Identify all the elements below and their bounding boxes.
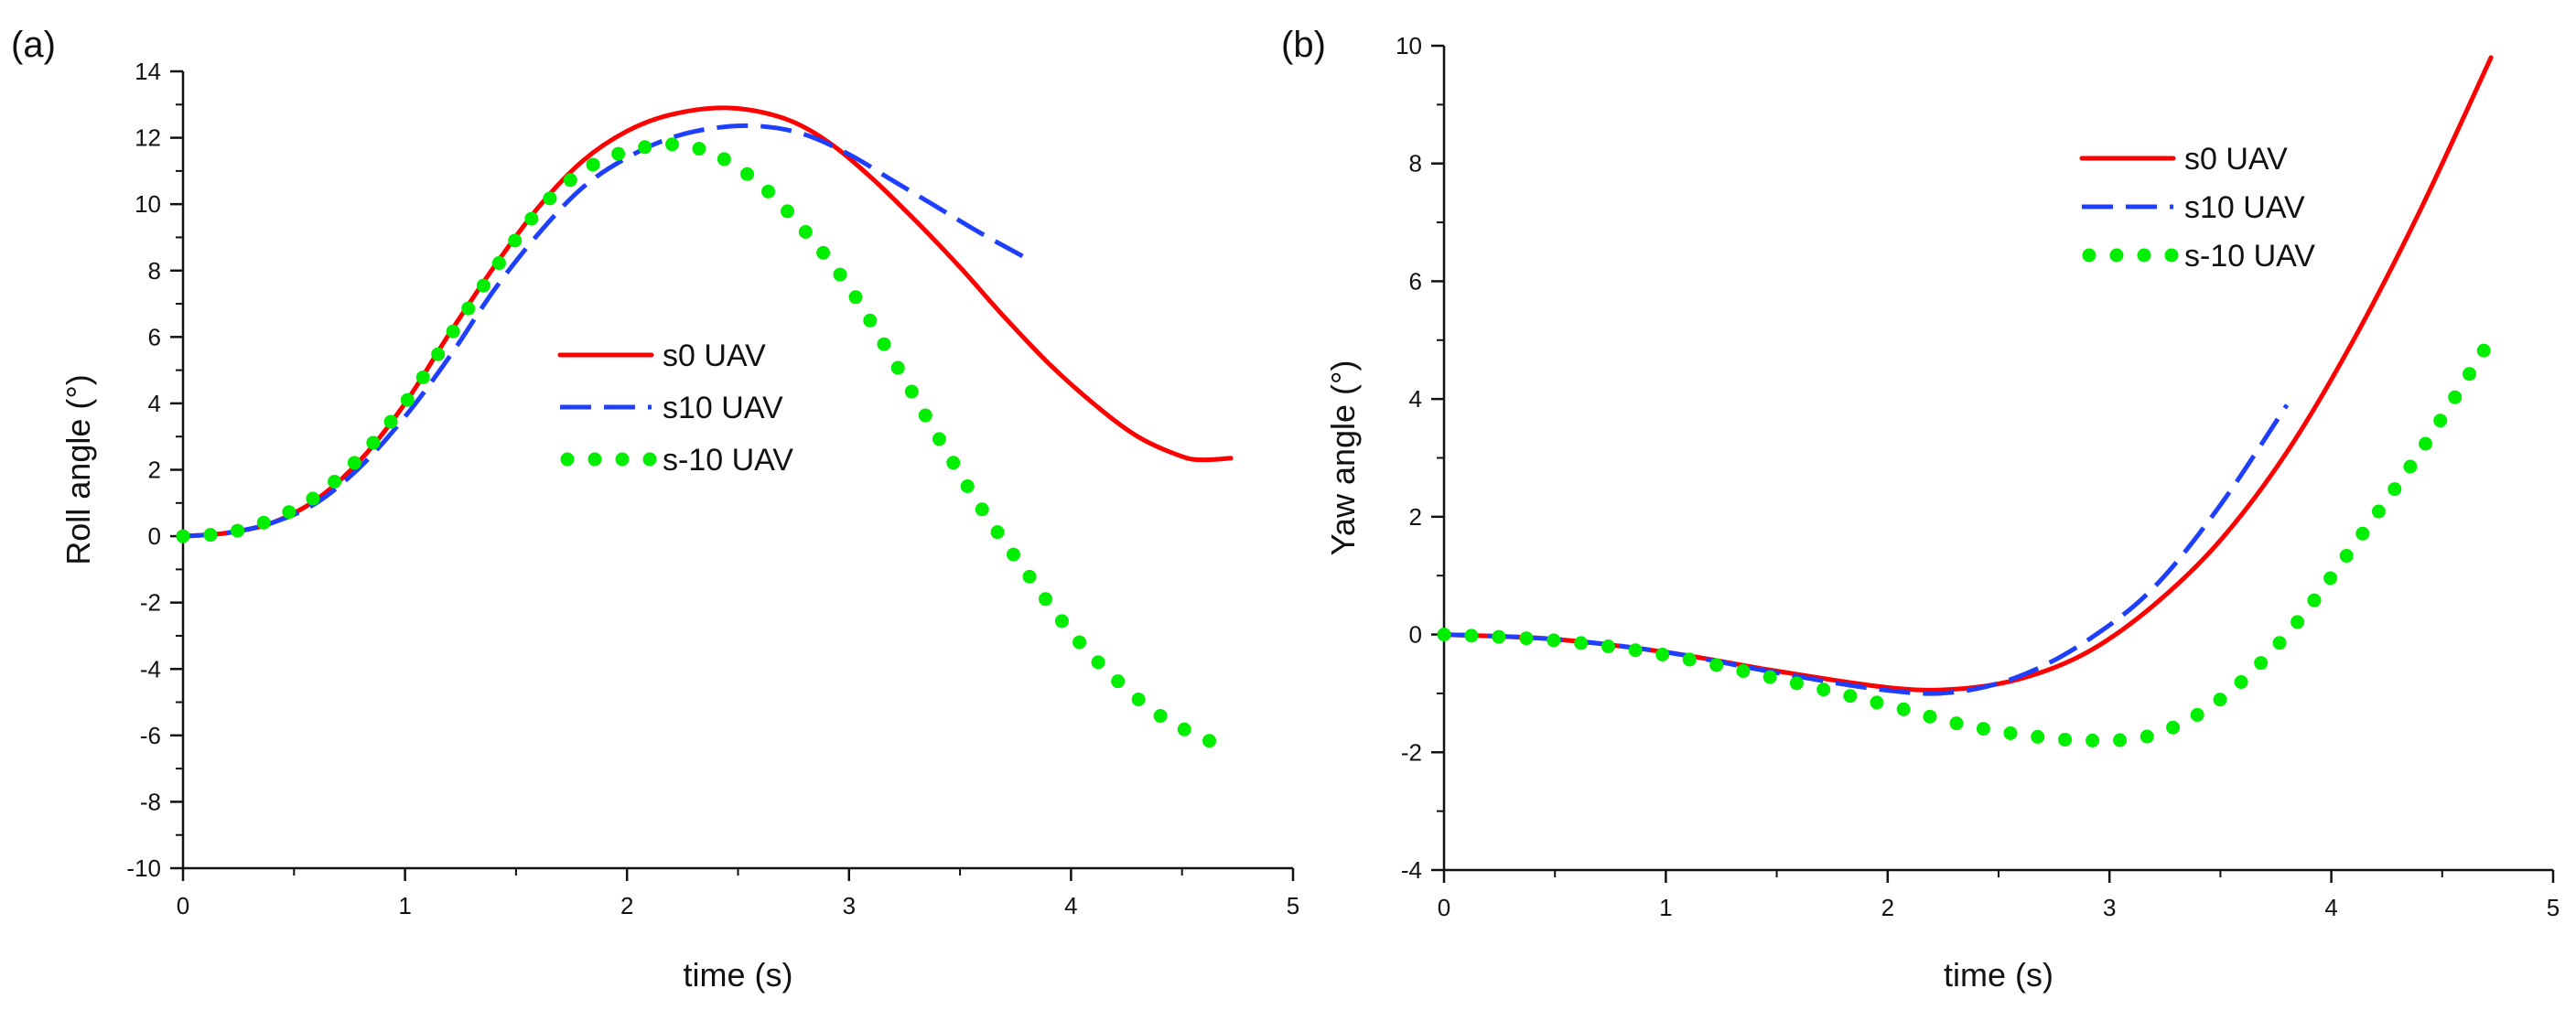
series-line-1: [1443, 403, 2290, 696]
y-tick-label: 0: [148, 522, 161, 550]
x-tick-label: 3: [2103, 894, 2116, 921]
legend-label: s10 UAV: [663, 391, 783, 425]
panel-b-yaw-chart: (b) 0 1 2 3 4 5 -4 -2 0 2 4 6 8 10 time (s) Yaw angle (°…: [1281, 25, 2560, 994]
legend-label: s0 UAV: [663, 338, 766, 373]
series-line-2: [176, 137, 1234, 753]
y-tick-label: 12: [135, 124, 161, 152]
y-tick-label: 8: [1409, 150, 1422, 177]
y-tick-label: -10: [126, 854, 161, 882]
y-tick-label: 2: [148, 457, 161, 484]
x-tick-label: 5: [2547, 894, 2560, 921]
x-tick-label: 4: [2324, 894, 2337, 921]
y-tick-label: 0: [1409, 621, 1422, 649]
y-tick-label: 6: [148, 323, 161, 350]
series-line-0: [1441, 55, 2494, 693]
x-tick-label: 1: [1659, 894, 1672, 921]
x-tick-label: 2: [620, 892, 633, 919]
y-tick-label: -4: [1401, 856, 1422, 884]
y-tick-label: -2: [140, 589, 161, 617]
y-tick-label: 4: [148, 390, 161, 417]
x-tick-label: 2: [1881, 894, 1894, 921]
y-tick-label: -8: [140, 788, 161, 815]
y-axis-title: Yaw angle (°): [1324, 360, 1362, 556]
panel-label: (b): [1281, 25, 1326, 65]
legend-label: s0 UAV: [2184, 142, 2288, 177]
y-tick-label: 2: [1409, 503, 1422, 531]
series-line-1: [182, 123, 1032, 539]
x-tick-label: 0: [1438, 894, 1450, 921]
y-tick-label: 10: [135, 190, 161, 218]
y-tick-label: -2: [1401, 738, 1422, 766]
x-axis-title: time (s): [684, 956, 793, 994]
legend-label: s-10 UAV: [2184, 239, 2315, 274]
y-tick-label: 14: [135, 58, 161, 85]
y-tick-label: 6: [1409, 267, 1422, 295]
legend-label: s-10 UAV: [663, 443, 793, 478]
x-tick-label: 5: [1287, 892, 1299, 919]
y-tick-label: 4: [1409, 385, 1422, 413]
y-tick-label: 10: [1396, 32, 1422, 59]
y-tick-label: -4: [140, 655, 161, 682]
series-line-0: [180, 105, 1234, 539]
x-tick-label: 4: [1064, 892, 1077, 919]
y-tick-label: -6: [140, 722, 161, 749]
x-tick-label: 0: [177, 892, 189, 919]
y-axis-title: Roll angle (°): [59, 374, 97, 564]
x-tick-label: 1: [398, 892, 411, 919]
series-line-2: [1437, 338, 2494, 747]
panel-label: (a): [11, 25, 56, 65]
legend-label: s10 UAV: [2184, 190, 2305, 225]
y-tick-label: 8: [148, 257, 161, 285]
x-axis-title: time (s): [1944, 956, 2053, 994]
x-tick-label: 3: [843, 892, 856, 919]
